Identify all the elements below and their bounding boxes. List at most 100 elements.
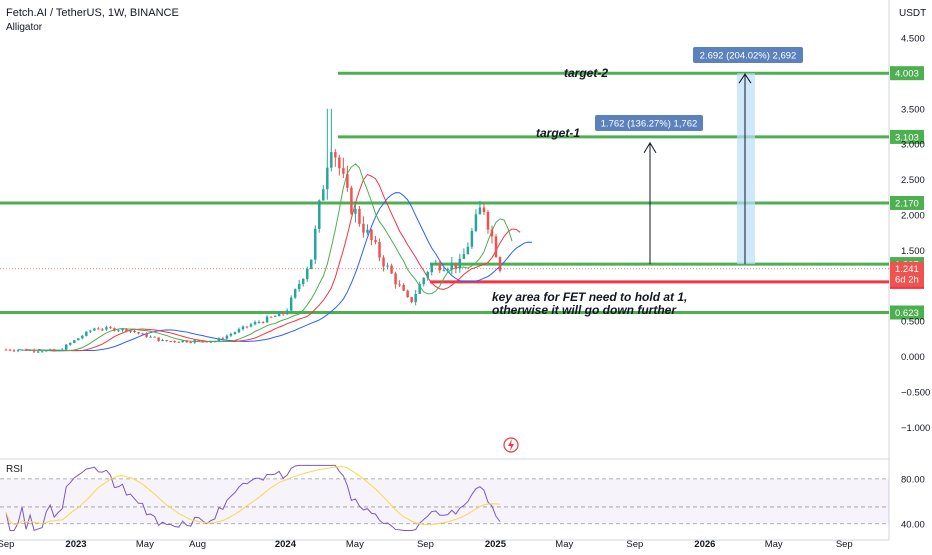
candle-body	[217, 338, 221, 342]
candle-body	[44, 350, 48, 352]
candle-body	[358, 208, 361, 224]
candle	[60, 348, 64, 351]
price-tick-label: 4.500	[901, 34, 925, 45]
candle	[185, 339, 188, 343]
candle-body	[370, 229, 373, 241]
candle-body	[32, 349, 36, 352]
candle	[362, 216, 365, 238]
candle-body	[265, 316, 269, 323]
candle	[129, 330, 132, 333]
candle-body	[249, 324, 253, 327]
candle-body	[89, 330, 92, 332]
candle	[293, 288, 297, 299]
candle	[269, 316, 273, 318]
candle	[410, 296, 413, 304]
indicator-legend[interactable]: Alligator	[6, 22, 43, 33]
candle	[20, 349, 24, 351]
candle-body	[346, 173, 349, 188]
candle-body	[350, 187, 353, 214]
candle-body	[113, 328, 116, 331]
candle-body	[434, 262, 437, 264]
candle-body	[418, 284, 421, 294]
price-tick-label: 3.000	[901, 140, 925, 151]
candle-body	[261, 322, 265, 324]
candle	[113, 327, 116, 332]
time-tick-label: 2025	[485, 539, 507, 550]
candle	[366, 224, 369, 235]
candle	[386, 262, 389, 270]
target-1-label: target-1	[536, 126, 580, 140]
candle	[301, 278, 305, 287]
candle	[281, 311, 285, 316]
time-tick-label: Sep	[626, 539, 643, 550]
target-1-box-label: 1.762 (136.27%) 1,762	[601, 119, 698, 130]
candle-body	[129, 330, 132, 332]
candle-body	[342, 168, 345, 174]
time-tick-label: May	[765, 539, 783, 550]
candle	[249, 323, 253, 328]
candle-body	[16, 350, 20, 352]
candle-body	[273, 316, 277, 318]
candle	[498, 256, 502, 273]
candle-body	[366, 229, 369, 233]
symbol-title[interactable]: Fetch.AI / TetherUS, 1W, BINANCE	[6, 7, 179, 19]
alligator-teeth	[26, 173, 521, 352]
rsi-band: 80.00 40.00	[0, 474, 925, 530]
note-line-1: key area for FET need to hold at 1,	[492, 290, 687, 304]
candle	[374, 235, 377, 245]
candle	[478, 201, 482, 215]
candle-body	[422, 277, 425, 285]
candle	[81, 334, 84, 340]
candle-body	[354, 208, 357, 214]
candle	[398, 280, 401, 288]
candle	[322, 184, 325, 201]
candle	[157, 337, 160, 342]
candle	[189, 341, 192, 344]
candle	[165, 339, 168, 342]
candle	[305, 266, 309, 282]
rsi-legend[interactable]: RSI	[6, 464, 23, 475]
candle-body	[289, 297, 293, 311]
candle-body	[20, 349, 24, 351]
candle	[354, 203, 357, 223]
candle-body	[458, 258, 462, 269]
candle	[285, 308, 289, 316]
candle	[462, 248, 466, 259]
candle	[40, 350, 44, 353]
candle-body	[229, 333, 233, 336]
target-projection	[643, 73, 755, 265]
candle-body	[177, 341, 180, 343]
candle	[97, 327, 100, 330]
time-tick-label: Sep	[0, 539, 14, 550]
currency-label[interactable]: USDT	[899, 8, 927, 19]
candle	[273, 315, 277, 318]
candle	[458, 253, 462, 273]
candle-body	[4, 349, 8, 351]
candle-body	[462, 254, 466, 259]
candle	[245, 326, 249, 329]
rsi-tick-label: 40.00	[901, 519, 925, 530]
candle	[378, 238, 381, 262]
candle	[233, 331, 237, 336]
candle-body	[52, 349, 56, 351]
candle-body	[269, 316, 273, 318]
candle	[390, 263, 393, 274]
candle-body	[318, 200, 321, 229]
target-1-arrowhead	[643, 141, 657, 154]
candle-body	[382, 257, 385, 267]
candle	[314, 225, 317, 264]
candle	[289, 295, 293, 313]
candle-body	[201, 340, 205, 342]
candle	[12, 349, 16, 352]
candle-body	[245, 326, 249, 328]
candle-body	[60, 349, 64, 351]
level-tag-label: 0.623	[895, 308, 919, 319]
candle-body	[197, 340, 201, 342]
candle	[318, 199, 321, 233]
candle-body	[24, 349, 28, 351]
candle-body	[498, 257, 502, 271]
candle	[257, 320, 261, 324]
time-tick-label: Sep	[836, 539, 853, 550]
price-tick-label: 2.500	[901, 175, 925, 186]
